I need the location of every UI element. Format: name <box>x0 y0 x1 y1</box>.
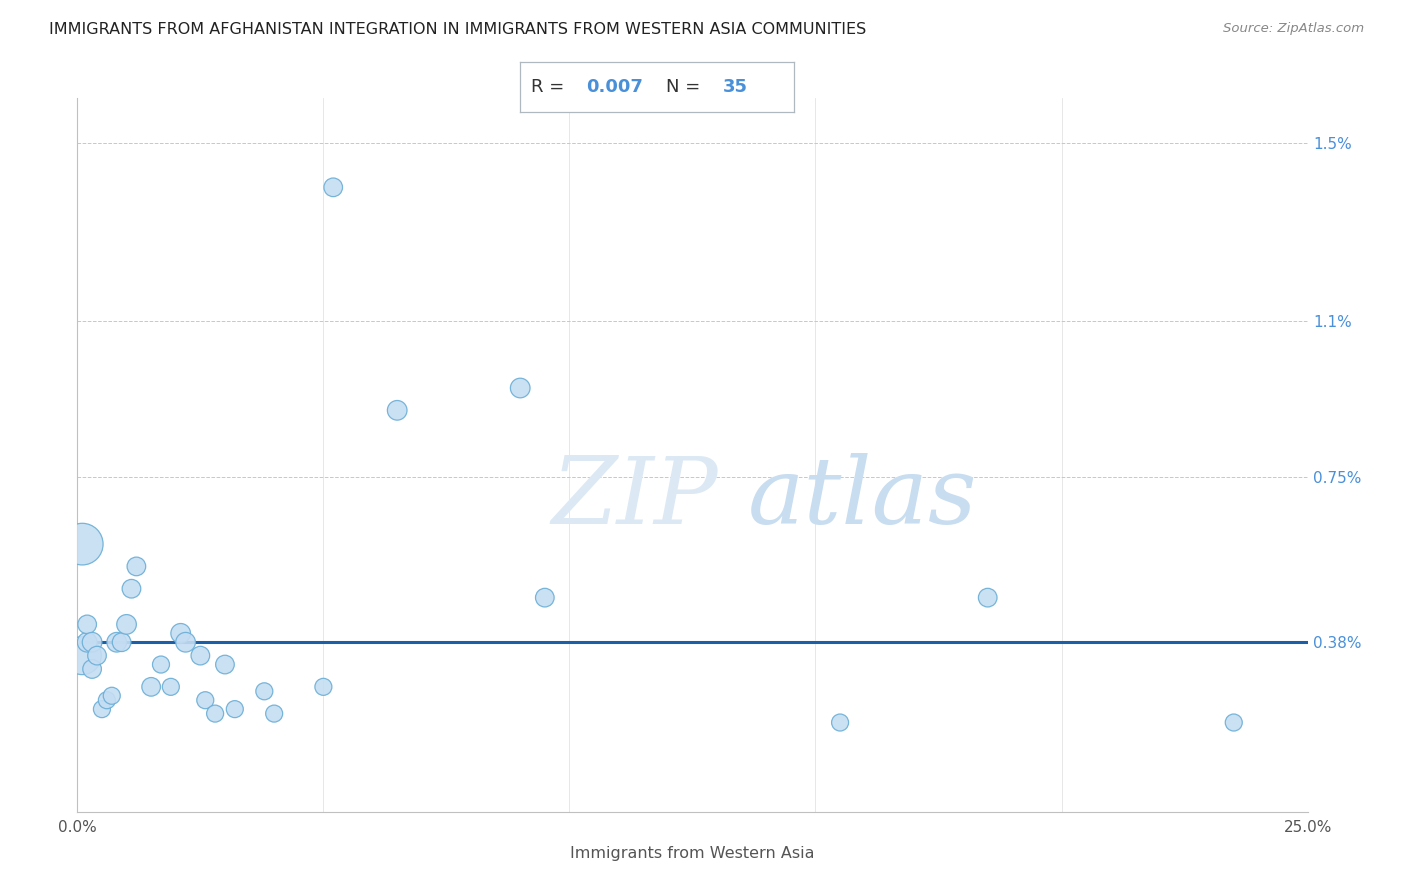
Point <box>214 657 236 672</box>
Point <box>312 680 335 694</box>
Point <box>509 381 531 395</box>
Point <box>86 648 108 663</box>
Point <box>101 689 124 703</box>
Point <box>76 635 98 649</box>
Point <box>190 648 212 663</box>
Point <box>322 180 344 194</box>
Point <box>96 693 118 707</box>
Point <box>253 684 276 698</box>
Text: N =: N = <box>665 78 706 96</box>
Point <box>977 591 1000 605</box>
Text: 0.007: 0.007 <box>586 78 643 96</box>
Point <box>534 591 557 605</box>
Point <box>90 702 114 716</box>
Point <box>70 648 93 663</box>
Text: Source: ZipAtlas.com: Source: ZipAtlas.com <box>1223 22 1364 36</box>
Point <box>224 702 246 716</box>
Point <box>82 635 104 649</box>
Point <box>387 403 409 417</box>
Point <box>141 680 163 694</box>
Point <box>174 635 197 649</box>
Point <box>194 693 217 707</box>
Point <box>111 635 132 649</box>
Text: ZIP: ZIP <box>551 453 717 542</box>
Text: 35: 35 <box>723 78 748 96</box>
Point <box>76 617 98 632</box>
Point <box>125 559 148 574</box>
Point <box>160 680 183 694</box>
Point <box>170 626 193 640</box>
Point <box>263 706 285 721</box>
Point <box>204 706 226 721</box>
Text: IMMIGRANTS FROM AFGHANISTAN INTEGRATION IN IMMIGRANTS FROM WESTERN ASIA COMMUNIT: IMMIGRANTS FROM AFGHANISTAN INTEGRATION … <box>49 22 866 37</box>
Point <box>82 662 104 676</box>
Point <box>70 537 93 551</box>
Point <box>150 657 173 672</box>
Point <box>830 715 852 730</box>
Point <box>1223 715 1246 730</box>
Point <box>105 635 128 649</box>
Point <box>115 617 138 632</box>
Point <box>121 582 143 596</box>
X-axis label: Immigrants from Western Asia: Immigrants from Western Asia <box>571 847 814 861</box>
Text: atlas: atlas <box>748 453 977 542</box>
Text: R =: R = <box>531 78 571 96</box>
